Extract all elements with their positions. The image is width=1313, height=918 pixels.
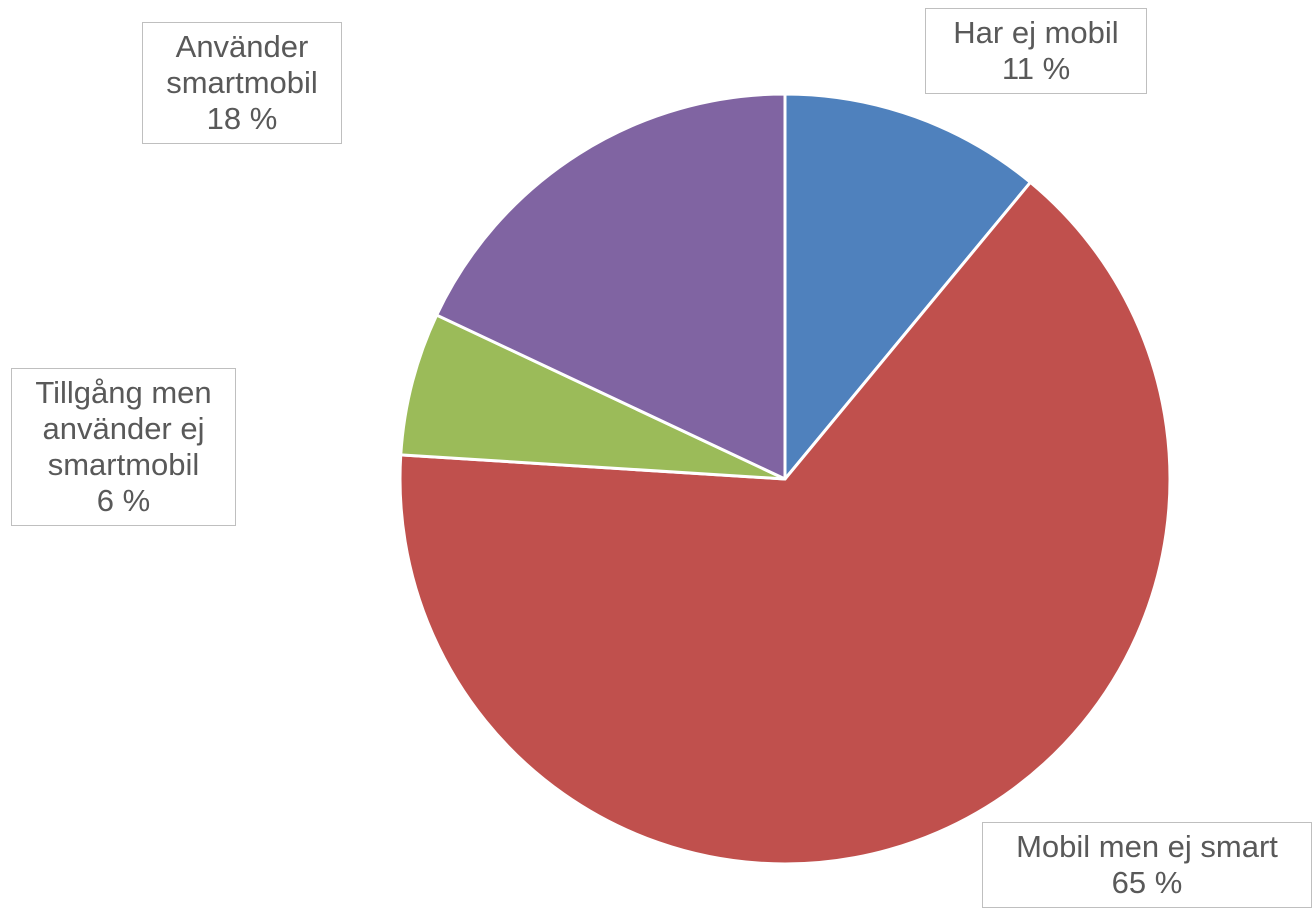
value-label: 6 %: [96, 483, 151, 518]
category-label: Använder smartmobil: [166, 29, 318, 100]
data-label: Mobil men ej smart 65 %: [982, 822, 1312, 908]
data-label: Tillgång men använder ej smartmobil 6 %: [11, 368, 236, 526]
category-label: Tillgång men använder ej smartmobil: [35, 375, 212, 482]
value-label: 18 %: [206, 101, 278, 136]
category-label: Har ej mobil: [953, 15, 1119, 50]
data-label: Har ej mobil 11 %: [925, 8, 1147, 94]
data-label: Använder smartmobil 18 %: [142, 22, 342, 144]
pie-slice: [435, 92, 787, 481]
category-label: Mobil men ej smart: [1016, 829, 1278, 864]
pie-slice: [398, 180, 1172, 866]
value-label: 11 %: [1001, 51, 1071, 86]
pie-slice: [783, 92, 1032, 481]
value-label: 65 %: [1111, 865, 1183, 900]
pie-slice: [399, 313, 787, 481]
